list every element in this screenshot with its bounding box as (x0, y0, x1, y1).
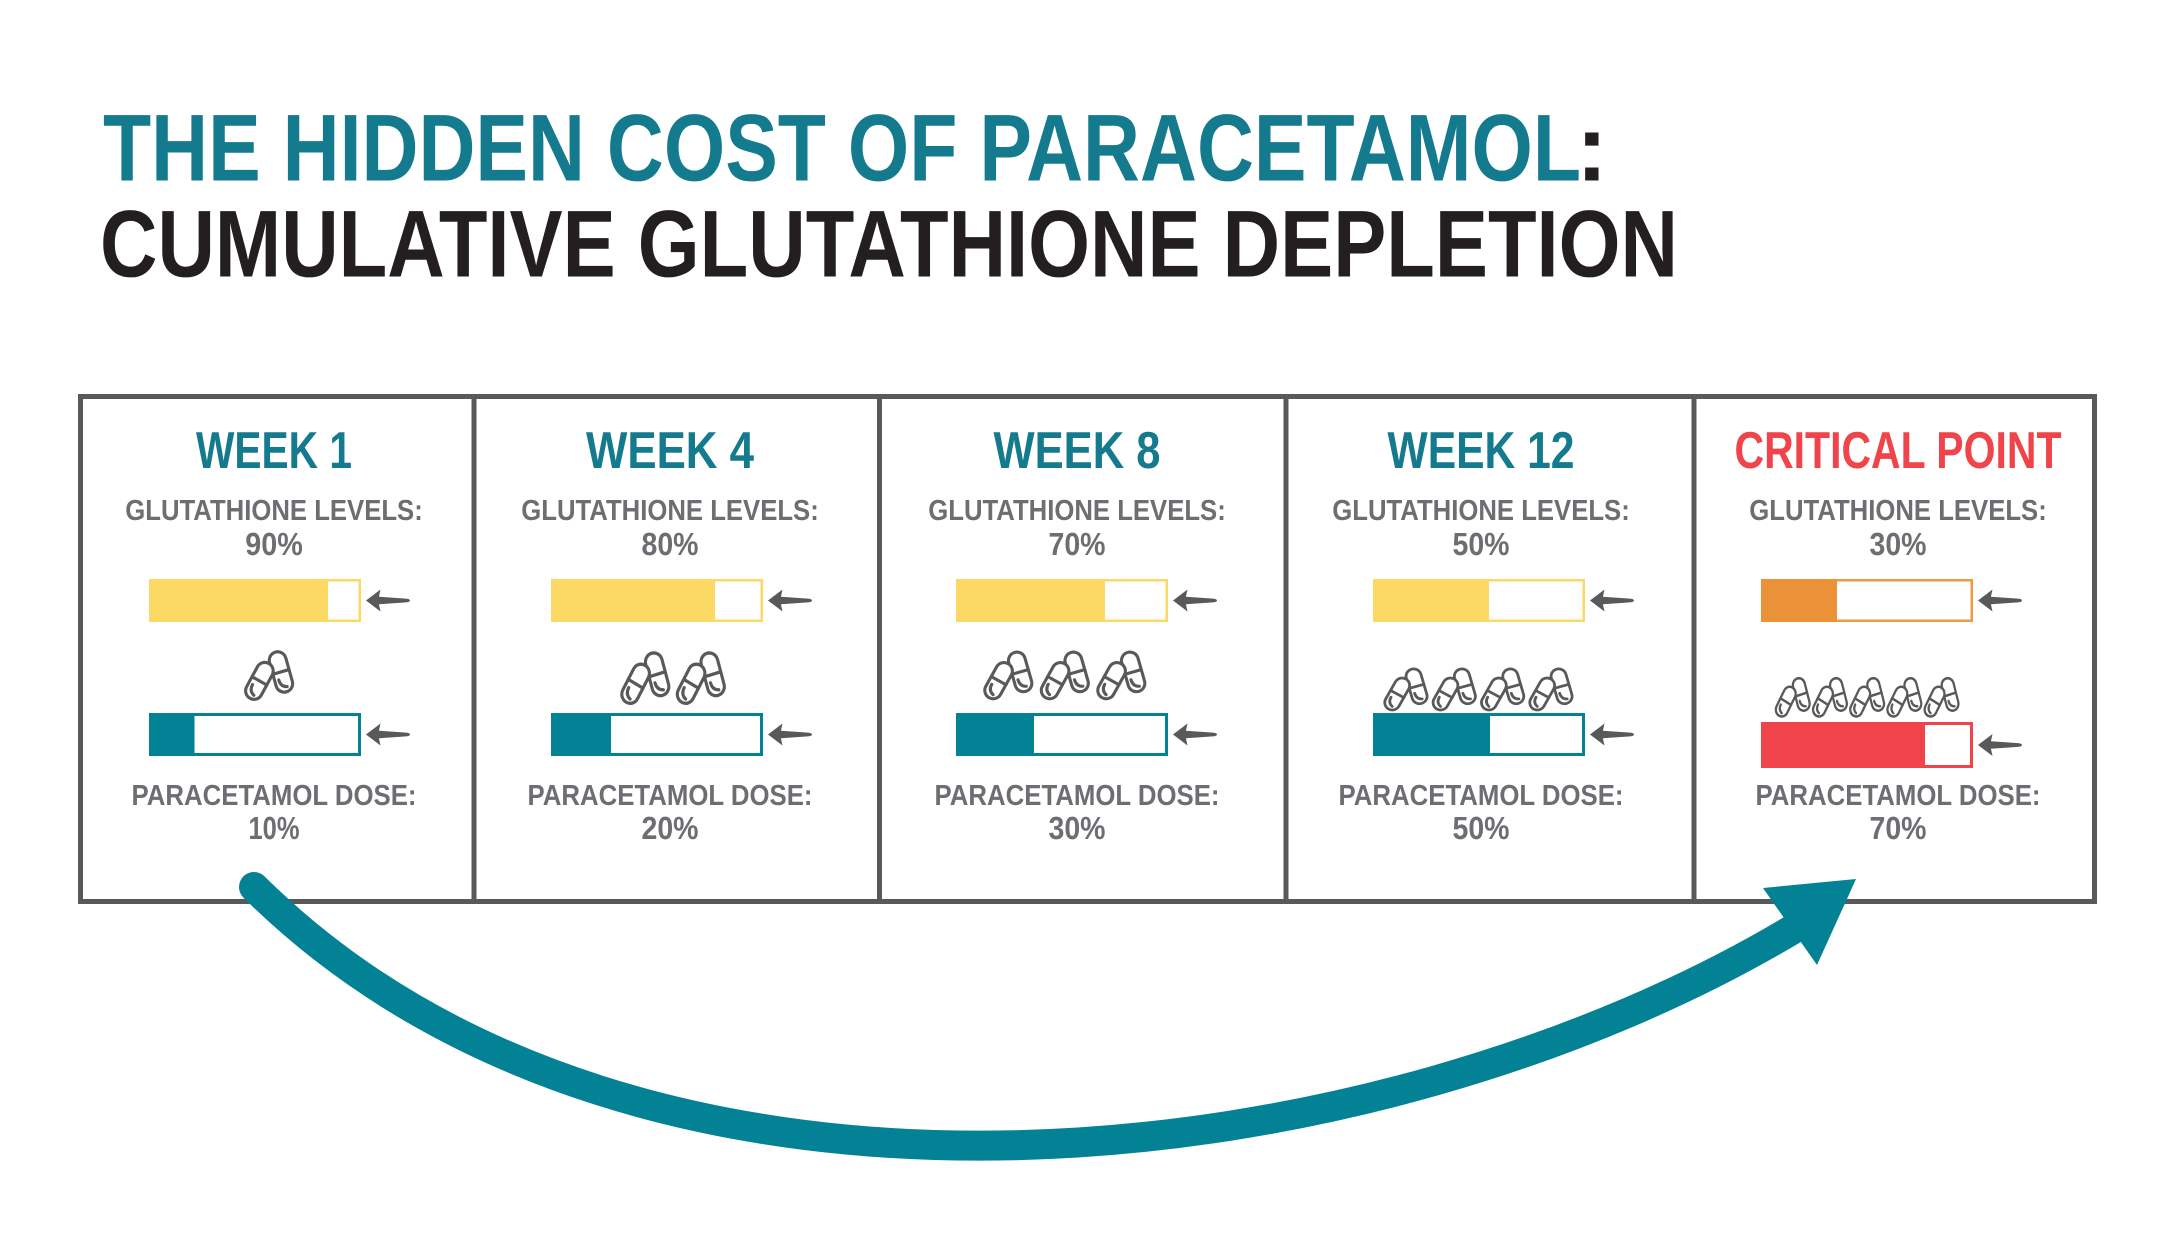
svg-text:90%: 90% (245, 526, 303, 562)
svg-text:WEEK 4: WEEK 4 (586, 422, 754, 480)
svg-text:GLUTATHIONE LEVELS:: GLUTATHIONE LEVELS: (1332, 495, 1630, 527)
svg-text:GLUTATHIONE LEVELS:: GLUTATHIONE LEVELS: (521, 495, 819, 527)
svg-text::: : (1576, 96, 1608, 202)
svg-text:WEEK 1: WEEK 1 (196, 422, 352, 480)
svg-text:PARACETAMOL DOSE:: PARACETAMOL DOSE: (132, 780, 417, 812)
svg-text:30%: 30% (1049, 810, 1106, 846)
svg-text:20%: 20% (642, 810, 699, 846)
svg-text:WEEK 12: WEEK 12 (1388, 422, 1575, 480)
svg-text:WEEK 8: WEEK 8 (994, 422, 1161, 480)
svg-text:CRITICAL POINT: CRITICAL POINT (1735, 422, 2062, 480)
svg-text:GLUTATHIONE LEVELS:: GLUTATHIONE LEVELS: (1749, 495, 2047, 527)
svg-text:50%: 50% (1453, 810, 1510, 846)
svg-text:THE HIDDEN COST OF PARACETAMOL: THE HIDDEN COST OF PARACETAMOL (103, 96, 1581, 202)
svg-text:10%: 10% (249, 810, 300, 846)
svg-text:PARACETAMOL DOSE:: PARACETAMOL DOSE: (1339, 780, 1624, 812)
svg-text:GLUTATHIONE LEVELS:: GLUTATHIONE LEVELS: (928, 495, 1226, 527)
svg-text:PARACETAMOL DOSE:: PARACETAMOL DOSE: (935, 780, 1220, 812)
svg-text:70%: 70% (1870, 810, 1927, 846)
svg-text:PARACETAMOL DOSE:: PARACETAMOL DOSE: (528, 780, 813, 812)
svg-text:50%: 50% (1453, 526, 1510, 562)
svg-text:70%: 70% (1049, 526, 1106, 562)
svg-text:GLUTATHIONE LEVELS:: GLUTATHIONE LEVELS: (125, 495, 423, 527)
svg-text:30%: 30% (1870, 526, 1927, 562)
svg-text:80%: 80% (642, 526, 699, 562)
svg-text:CUMULATIVE GLUTATHIONE DEPLETI: CUMULATIVE GLUTATHIONE DEPLETION (100, 192, 1678, 298)
svg-text:PARACETAMOL DOSE:: PARACETAMOL DOSE: (1756, 780, 2041, 812)
